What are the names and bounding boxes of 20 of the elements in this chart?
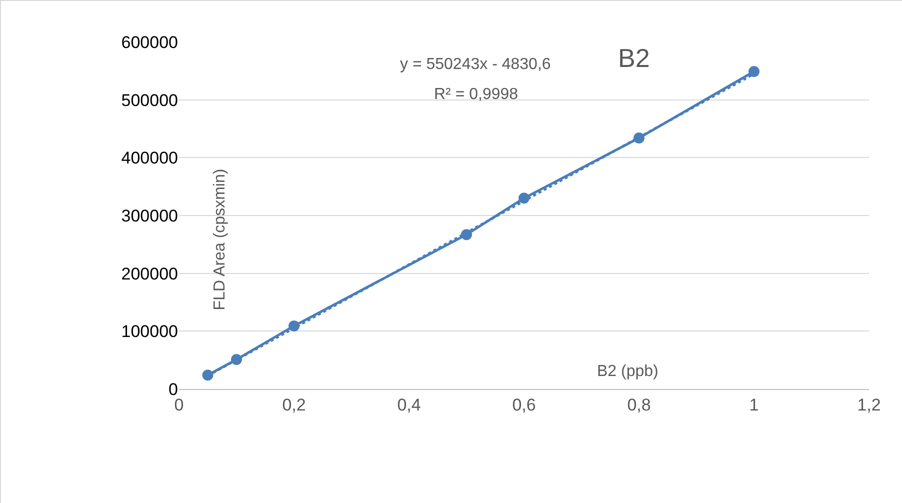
- annotation: R² = 0,9998: [434, 86, 518, 103]
- y-tick-label: 300000: [121, 206, 178, 226]
- y-tick-label: 500000: [121, 90, 178, 110]
- x-axis-title: B2 (ppb): [597, 363, 658, 380]
- x-tick-label: 0,4: [397, 395, 421, 414]
- y-tick-label: 0: [168, 380, 178, 399]
- x-tick-label: 1: [749, 395, 759, 414]
- x-tick-label: 0,6: [512, 395, 536, 414]
- y-axis-title: FLD Area (cpsxmin): [212, 168, 229, 310]
- chart-title: B2: [618, 43, 650, 73]
- y-tick-label: 400000: [121, 148, 178, 168]
- y-tick-label: 600000: [121, 32, 178, 52]
- x-tick-label: 1,2: [857, 395, 881, 414]
- point: [748, 66, 760, 77]
- x-tick-label: 0,8: [627, 395, 651, 414]
- annotation: y = 550243x - 4830,6: [400, 56, 551, 73]
- point: [202, 370, 214, 381]
- y-tick-label: 200000: [121, 264, 178, 284]
- y-tick-label: 100000: [121, 322, 178, 342]
- x-tick-label: 0,2: [282, 395, 306, 414]
